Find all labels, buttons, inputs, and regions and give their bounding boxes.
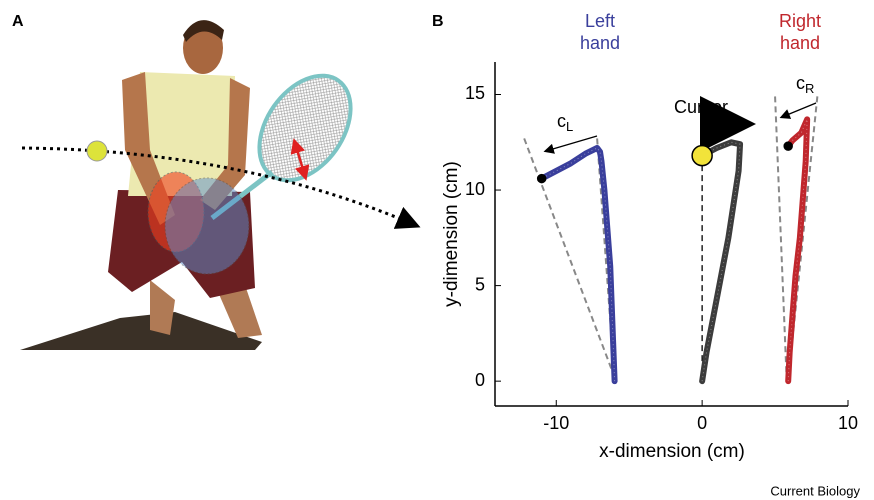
- annotation-text: c: [796, 73, 805, 93]
- x-tick-label: 0: [697, 413, 707, 433]
- figure: A B Current Biology x-dimension (cm) y-d…: [0, 0, 874, 500]
- y-tick-label: 0: [475, 370, 485, 390]
- cr-arrow: [782, 103, 816, 117]
- footer: Current Biology: [770, 483, 860, 498]
- panel-label: A: [12, 13, 24, 30]
- x-tick-label: 10: [838, 413, 858, 433]
- y-axis-label: y-dimension (cm): [441, 161, 462, 307]
- reference-line: [775, 96, 787, 381]
- y-tick-label: 10: [465, 179, 485, 199]
- annotation-sub: L: [566, 119, 573, 134]
- annotation-sub: R: [805, 81, 814, 96]
- legend-entry: Left hand: [565, 10, 635, 54]
- x-axis-label: x-dimension (cm): [599, 441, 745, 462]
- legend-entry: Right hand: [765, 10, 835, 54]
- end-point: [538, 175, 546, 183]
- x-tick-label: -10: [543, 413, 569, 433]
- chart: A B Current Biology x-dimension (cm) y-d…: [0, 0, 874, 500]
- trajectory: [788, 119, 807, 381]
- y-tick-label: 15: [465, 83, 485, 103]
- illustration: [20, 20, 415, 350]
- annotation-text: c: [557, 111, 566, 131]
- end-point: [784, 142, 792, 150]
- legend-entry: Cursor: [661, 96, 741, 118]
- annotation: cR: [796, 73, 814, 97]
- annotation: cL: [557, 111, 573, 135]
- cursor-marker: [692, 146, 712, 166]
- panel-label: B: [432, 13, 444, 30]
- y-tick-label: 5: [475, 274, 485, 294]
